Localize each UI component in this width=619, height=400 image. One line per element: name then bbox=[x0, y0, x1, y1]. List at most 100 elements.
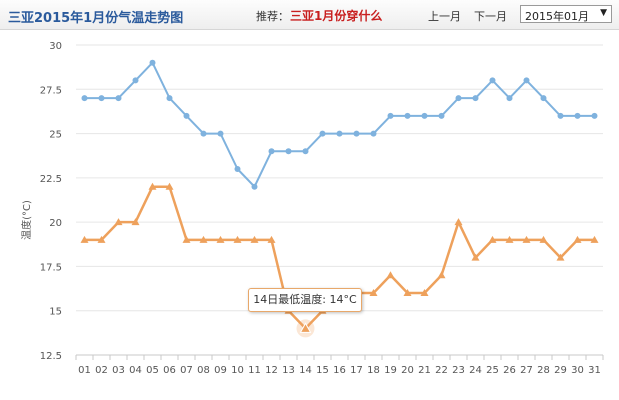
low-temp-point bbox=[165, 182, 174, 190]
x-tick-label: 03 bbox=[112, 365, 125, 376]
y-tick-label: 12.5 bbox=[40, 351, 62, 362]
x-tick-label: 11 bbox=[248, 365, 261, 376]
high-temp-point bbox=[234, 166, 241, 172]
prev-month-link[interactable]: 上一月 bbox=[428, 10, 461, 23]
low-temp-point bbox=[216, 235, 225, 243]
y-tick-label: 27.5 bbox=[40, 85, 62, 96]
y-tick-label: 20 bbox=[49, 218, 62, 229]
high-temp-point bbox=[557, 112, 564, 119]
series-layer bbox=[80, 59, 599, 338]
x-tick-label: 30 bbox=[571, 365, 584, 376]
month-select[interactable]: 2015年01月 ▼ bbox=[520, 5, 612, 23]
high-temp-point bbox=[489, 77, 496, 84]
recommend-link[interactable]: 三亚1月份穿什么 bbox=[290, 9, 383, 23]
high-temp-point bbox=[81, 95, 88, 102]
y-axis-label: 温度(°C) bbox=[20, 200, 33, 240]
x-tick-label: 28 bbox=[537, 365, 550, 376]
high-temp-point bbox=[336, 130, 343, 137]
high-temp-point bbox=[319, 130, 326, 137]
next-month-link[interactable]: 下一月 bbox=[474, 10, 507, 23]
tooltip-text: 14日最低温度: 14°C bbox=[253, 293, 357, 306]
highlighted-point bbox=[299, 322, 312, 333]
x-tick-label: 13 bbox=[282, 365, 295, 376]
x-tick-label: 24 bbox=[469, 365, 482, 376]
recommend-label: 推荐： bbox=[256, 10, 289, 23]
x-tick-label: 01 bbox=[78, 365, 91, 376]
x-tick-label: 02 bbox=[95, 365, 108, 376]
low-temp-point bbox=[403, 289, 412, 296]
high-temp-point bbox=[472, 95, 479, 102]
low-temp-point bbox=[80, 235, 89, 243]
high-temp-point bbox=[421, 112, 428, 119]
y-tick-label: 25 bbox=[49, 130, 62, 141]
x-tick-label: 18 bbox=[367, 365, 380, 376]
x-tick-label: 08 bbox=[197, 365, 210, 376]
low-temp-point bbox=[148, 182, 157, 190]
low-temp-point bbox=[369, 289, 378, 296]
high-temp-point bbox=[387, 112, 394, 119]
high-temp-point bbox=[540, 95, 547, 102]
low-temp-point bbox=[505, 235, 514, 243]
low-temp-point bbox=[97, 235, 106, 243]
high-temp-point bbox=[574, 112, 581, 119]
high-temp-point bbox=[268, 148, 275, 155]
x-tick-label: 16 bbox=[333, 365, 346, 376]
high-temp-line bbox=[84, 61, 595, 188]
low-temp-point bbox=[267, 235, 276, 243]
y-tick-label: 15 bbox=[49, 307, 62, 318]
high-temp-point bbox=[251, 183, 258, 190]
low-temp-point bbox=[488, 235, 497, 243]
low-temp-point bbox=[573, 235, 582, 243]
low-temp-point bbox=[556, 253, 565, 261]
x-tick-label: 22 bbox=[435, 365, 448, 376]
low-temp-point bbox=[386, 271, 395, 279]
low-temp-point bbox=[539, 235, 548, 243]
x-axis-ticks: 01 02 03 04 05 06 07 08 09 10 11 12 13 14 15 16 17 18 19 20… bbox=[75, 355, 604, 376]
x-tick-label: 19 bbox=[384, 365, 397, 376]
low-temp-point bbox=[199, 235, 208, 243]
high-temp-point bbox=[506, 95, 513, 102]
x-tick-label: 27 bbox=[520, 365, 533, 376]
x-tick-label: 06 bbox=[163, 365, 176, 376]
x-tick-label: 17 bbox=[350, 365, 363, 376]
x-tick-label: 10 bbox=[231, 365, 244, 376]
x-tick-label: 21 bbox=[418, 365, 431, 376]
high-temp-point bbox=[200, 130, 207, 137]
x-tick-label: 23 bbox=[452, 365, 465, 376]
high-temp-point bbox=[285, 148, 292, 155]
high-temp-point bbox=[217, 130, 224, 137]
x-tick-label: 29 bbox=[554, 365, 567, 376]
low-temp-point bbox=[131, 218, 140, 226]
y-tick-label: 22.5 bbox=[40, 174, 62, 185]
low-temp-point bbox=[590, 235, 599, 243]
high-temp-point bbox=[115, 95, 122, 102]
x-tick-label: 26 bbox=[503, 365, 516, 376]
high-temp-point bbox=[404, 112, 411, 119]
high-temp-point bbox=[132, 77, 139, 84]
high-temp-point bbox=[523, 77, 530, 84]
x-tick-label: 12 bbox=[265, 365, 278, 376]
high-temp-point bbox=[591, 112, 598, 119]
high-temp-point bbox=[166, 95, 173, 102]
high-temp-point bbox=[98, 95, 105, 102]
high-temp-point bbox=[183, 112, 190, 119]
high-temp-point bbox=[353, 130, 360, 137]
low-temp-point bbox=[233, 235, 242, 243]
low-temp-point bbox=[114, 218, 123, 226]
x-tick-label: 14 bbox=[299, 365, 312, 376]
high-temp-point bbox=[149, 59, 156, 66]
x-tick-label: 04 bbox=[129, 365, 142, 376]
high-temp-point bbox=[302, 148, 309, 155]
x-tick-label: 05 bbox=[146, 365, 159, 376]
low-temp-point bbox=[471, 253, 480, 261]
low-temp-point bbox=[182, 235, 191, 243]
high-temp-point bbox=[438, 112, 445, 119]
high-temp-point bbox=[370, 130, 377, 137]
y-axis-ticks: 12.5 15 17.5 20 22.5 25 27.5 30 bbox=[40, 41, 62, 362]
month-select-value: 2015年01月 bbox=[525, 10, 589, 23]
low-temp-point bbox=[420, 289, 429, 296]
x-tick-label: 09 bbox=[214, 365, 227, 376]
y-tick-label: 17.5 bbox=[40, 262, 62, 273]
dropdown-arrow-icon: ▼ bbox=[600, 8, 607, 18]
